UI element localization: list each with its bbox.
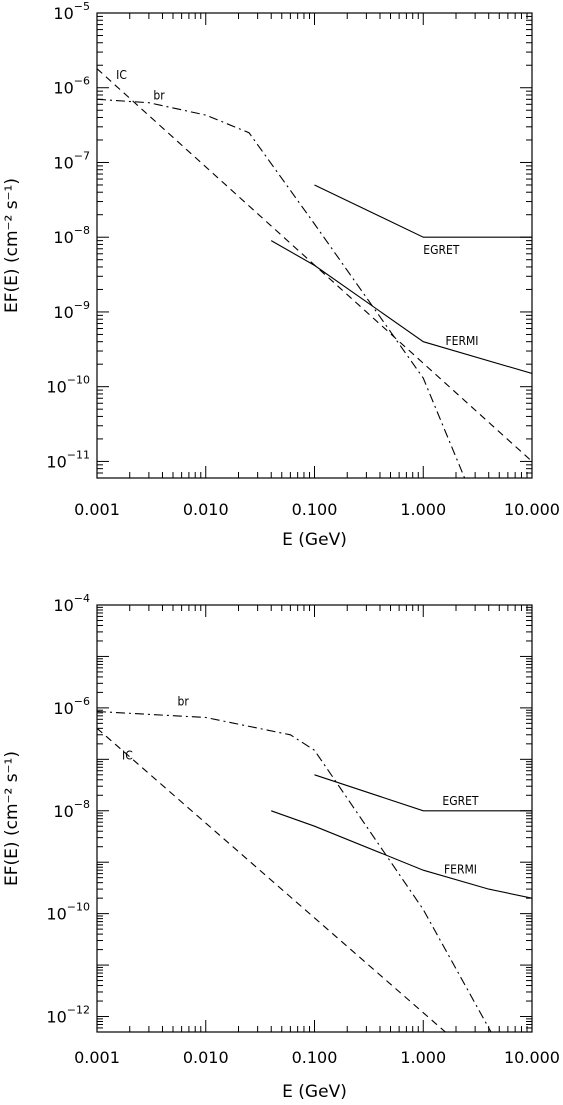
series-line-egret [314, 774, 532, 812]
series-label-br: br [178, 695, 190, 709]
y-tick-label: 10−10 [46, 901, 90, 924]
top-chart: 0.001 0.010 0.100 1.000 10.000 10−5 10−6 10−7 10… [2, 0, 560, 550]
series-label-egret: EGRET [442, 794, 479, 808]
series-label-ic: IC [122, 748, 133, 762]
y-tick-label: 10−8 [53, 224, 90, 247]
series-label-ic: IC [116, 68, 127, 82]
series-line-br [97, 710, 492, 1032]
y-axis-label: EF(E) (cm⁻² s⁻¹) [2, 751, 22, 886]
plot-frame [96, 12, 533, 479]
y-tick-label: 10−9 [53, 299, 90, 322]
y-tick-label: 10−5 [53, 0, 90, 23]
y-axis-label: EF(E) (cm⁻² s⁻¹) [2, 178, 22, 313]
x-tick-label: 0.100 [292, 1048, 338, 1067]
x-tick-label: 0.100 [292, 500, 338, 519]
series-line-ic [97, 727, 446, 1032]
series-line-fermi [271, 810, 532, 899]
x-tick-label: 0.001 [74, 500, 120, 519]
plot-frame [96, 604, 533, 1033]
x-tick-label: 0.010 [183, 500, 229, 519]
y-tick-label: 10−10 [46, 374, 90, 397]
y-tick-label: 10−7 [53, 149, 90, 172]
series-line-fermi [270, 240, 532, 375]
y-tick-label: 10−4 [53, 592, 90, 615]
series-line-egret [314, 184, 532, 238]
y-tick-label: 10−6 [53, 75, 90, 98]
x-axis-label: E (GeV) [282, 530, 347, 550]
series-line-br [97, 98, 466, 478]
x-axis-label: E (GeV) [282, 1082, 347, 1102]
x-tick-label: 0.001 [74, 1048, 120, 1067]
x-tick-label: 1.000 [400, 1048, 446, 1067]
x-tick-label: 0.010 [183, 1048, 229, 1067]
bottom-chart: 0.001 0.010 0.100 1.000 10.000 10−4 10−6 10−8 10… [2, 592, 560, 1102]
y-tick-label: 10−8 [53, 798, 90, 821]
x-tick-label: 10.000 [504, 1048, 560, 1067]
x-tick-label: 10.000 [504, 500, 560, 519]
x-tick-label: 1.000 [400, 500, 446, 519]
series-label-fermi: FERMI [444, 863, 477, 877]
series-label-egret: EGRET [423, 243, 460, 257]
series-label-br: br [153, 88, 165, 102]
y-tick-label: 10−6 [53, 695, 90, 718]
series-label-fermi: FERMI [445, 334, 478, 348]
y-tick-label: 10−12 [46, 1004, 90, 1027]
y-tick-label: 10−11 [46, 448, 90, 471]
